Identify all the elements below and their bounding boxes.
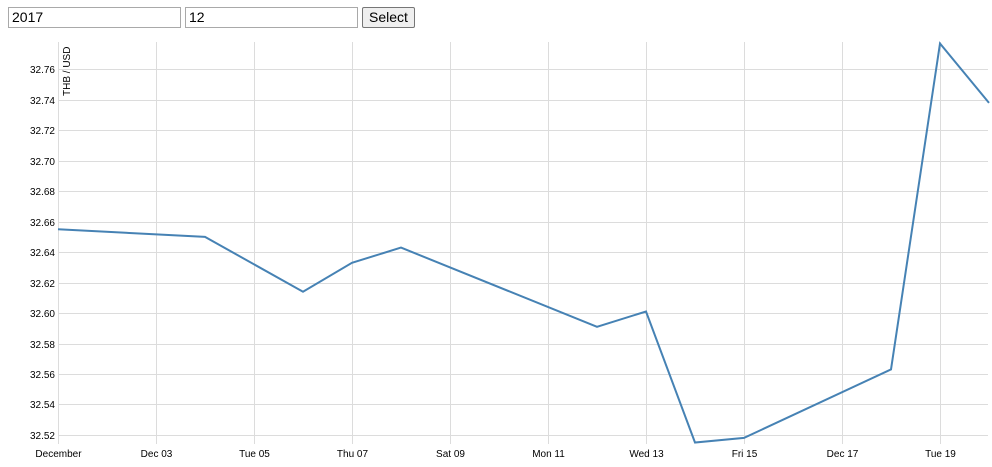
y-tick-label: 32.60: [30, 309, 55, 320]
x-tick-label: Dec 17: [827, 449, 859, 460]
y-tick-label: 32.54: [30, 400, 55, 411]
y-tick-label: 32.62: [30, 279, 55, 290]
y-tick-label: 32.52: [30, 431, 55, 442]
y-tick-label: 32.72: [30, 126, 55, 137]
select-button[interactable]: Select: [362, 6, 415, 28]
y-tick-label: 32.66: [30, 218, 55, 229]
date-select-form: Select: [8, 6, 415, 28]
x-tick-label: December: [35, 449, 82, 460]
x-tick-label: Wed 13: [629, 449, 664, 460]
y-tick-label: 32.70: [30, 157, 55, 168]
y-tick-label: 32.56: [30, 370, 55, 381]
x-tick-label: Tue 19: [925, 449, 956, 460]
y-tick-label: 32.64: [30, 248, 55, 259]
year-input[interactable]: [8, 6, 181, 28]
x-tick-label: Dec 03: [141, 449, 173, 460]
y-axis-label: THB / USD: [62, 47, 73, 96]
x-tick-label: Thu 07: [337, 449, 369, 460]
x-tick-label: Sat 09: [436, 449, 465, 460]
x-tick-label: Mon 11: [532, 449, 565, 460]
series-line: [57, 41, 990, 444]
y-axis-ticks: 32.52 32.54 32.56 32.58 32.60 32.62 32.64 32.66…: [30, 65, 55, 442]
month-input[interactable]: [185, 6, 358, 28]
y-tick-label: 32.58: [30, 340, 55, 351]
y-tick-label: 32.74: [30, 96, 55, 107]
y-tick-label: 32.68: [30, 187, 55, 198]
x-tick-label: Tue 05: [239, 449, 270, 460]
x-axis-ticks: December Dec 03 Tue 05 Thu 07 Sat 09 Mon 11 We…: [35, 449, 956, 460]
y-tick-label: 32.76: [30, 65, 55, 76]
grid: [58, 42, 988, 444]
series-thb-usd: [57, 41, 990, 444]
x-tick-label: Fri 15: [732, 449, 758, 460]
